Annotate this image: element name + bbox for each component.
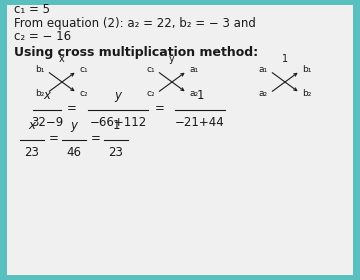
Text: x: x — [28, 119, 36, 132]
Text: c₁: c₁ — [79, 66, 87, 74]
Text: x: x — [59, 54, 65, 64]
Text: 1: 1 — [112, 119, 120, 132]
Text: c₁ = 5: c₁ = 5 — [14, 3, 50, 16]
Text: 1: 1 — [196, 89, 204, 102]
Text: x: x — [44, 89, 50, 102]
Text: b₂: b₂ — [302, 90, 311, 99]
Text: b₂: b₂ — [36, 90, 45, 99]
Text: 1: 1 — [282, 54, 288, 64]
Text: From equation (2): a₂ = 22, b₂ = − 3 and: From equation (2): a₂ = 22, b₂ = − 3 and — [14, 17, 256, 30]
Text: −21+44: −21+44 — [175, 116, 225, 129]
Text: 23: 23 — [24, 146, 40, 159]
Text: b₁: b₁ — [302, 66, 311, 74]
Text: =: = — [67, 102, 77, 115]
Text: 46: 46 — [67, 146, 81, 159]
Text: −66+112: −66+112 — [89, 116, 147, 129]
FancyBboxPatch shape — [7, 5, 353, 275]
Text: y: y — [71, 119, 77, 132]
Text: b₁: b₁ — [36, 66, 45, 74]
Text: a₁: a₁ — [189, 66, 198, 74]
Text: a₂: a₂ — [189, 90, 198, 99]
Text: a₁: a₁ — [259, 66, 268, 74]
Text: c₂: c₂ — [79, 90, 87, 99]
Text: 32−9: 32−9 — [31, 116, 63, 129]
Text: 23: 23 — [109, 146, 123, 159]
Text: =: = — [155, 102, 165, 115]
Text: c₂: c₂ — [147, 90, 155, 99]
Text: Using cross multiplication method:: Using cross multiplication method: — [14, 46, 258, 59]
Text: =: = — [91, 132, 101, 146]
Text: =: = — [49, 132, 59, 146]
Text: c₂ = − 16: c₂ = − 16 — [14, 30, 71, 43]
Text: y: y — [169, 54, 175, 64]
Text: c₁: c₁ — [147, 66, 155, 74]
Text: y: y — [114, 89, 122, 102]
Text: a₂: a₂ — [259, 90, 268, 99]
